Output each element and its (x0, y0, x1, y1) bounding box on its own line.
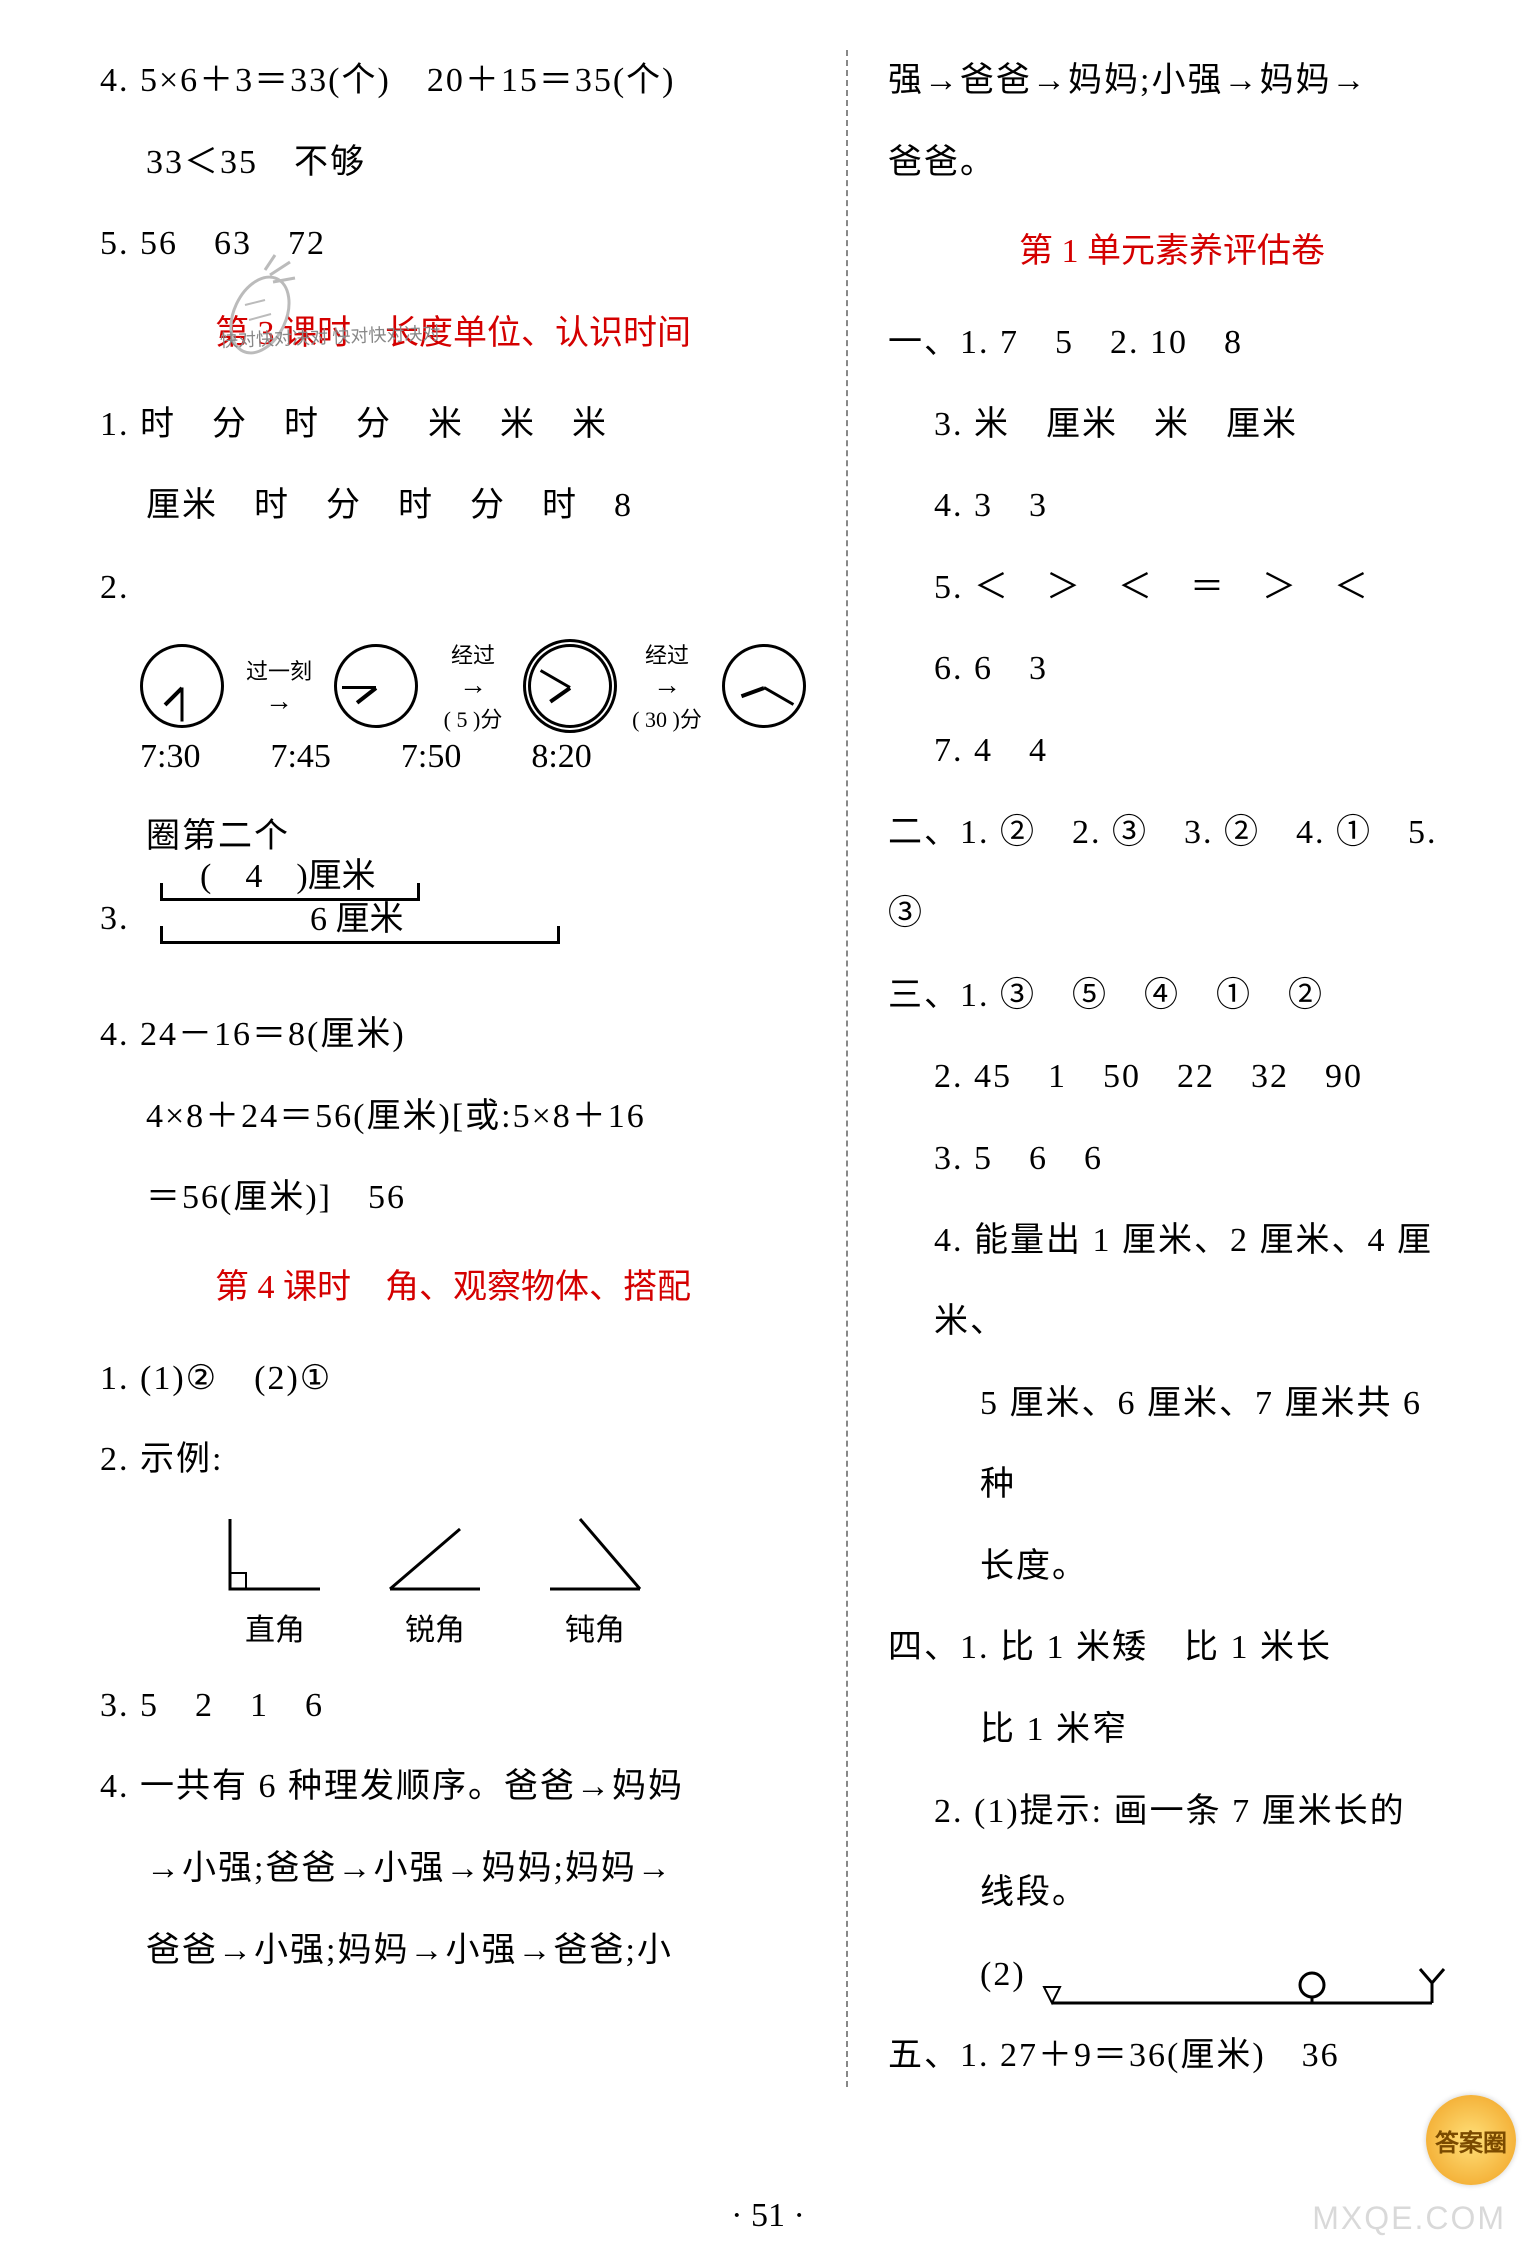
text-line: 3. 米 厘米 米 厘米 (888, 384, 1456, 466)
angle-diagrams: 直角 锐角 钝角 (100, 1509, 806, 1649)
question-number: 3. (100, 878, 160, 994)
section-title-lesson4: 第 4 课时 角、观察物体、搭配 (100, 1251, 806, 1326)
text-line: (2) (888, 1934, 1032, 2016)
time-labels: 7:30 7:45 7:50 8:20 (100, 738, 806, 776)
clock-diagram: 过一刻→ 经过→( 5 )分 经过→( 30 )分 (100, 628, 806, 738)
obtuse-angle-icon: 钝角 (540, 1509, 650, 1649)
text-line: 33＜35 不够 (100, 122, 806, 204)
text-line: 6. 6 3 (888, 628, 1456, 710)
page-number: · 51 · (0, 2177, 1536, 2255)
text-line: 比 1 米窄 (888, 1689, 1456, 1771)
text-line: 爸爸→小强;妈妈→小强→爸爸;小 (100, 1910, 806, 1992)
text-line: 五、1. 27＋9＝36(厘米) 36 (888, 2015, 1456, 2097)
right-angle-icon: 直角 (220, 1509, 330, 1649)
arrow-label: 经过→( 30 )分 (622, 638, 712, 734)
text-line: 5. ＜ ＞ ＜ ＝ ＞ ＜ (888, 547, 1456, 629)
text-line: 7. 4 4 (888, 710, 1456, 792)
text-line: 1. 时 分 时 分 米 米 米 (100, 384, 806, 466)
text-line: 3. 5 2 1 6 (100, 1665, 806, 1747)
text-line: 长度。 (888, 1526, 1456, 1608)
arrow-label: 经过→( 5 )分 (428, 638, 518, 734)
text-line: 4. 3 3 (888, 465, 1456, 547)
text-line: 1. (1)② (2)① (100, 1338, 806, 1420)
question-number: 2. (100, 547, 140, 629)
clock-icon (140, 644, 224, 728)
text-line: →小强;爸爸→小强→妈妈;妈妈→ (100, 1828, 806, 1910)
site-watermark: MXQE.COM (1312, 2200, 1506, 2237)
left-column: 4. 5×6＋3＝33(个) 20＋15＝35(个) 33＜35 不够 5. 5… (80, 40, 846, 2097)
text-line: 4×8＋24＝56(厘米)[或:5×8＋16 (100, 1076, 806, 1158)
text-line: 5 厘米、6 厘米、7 厘米共 6 种 (888, 1363, 1456, 1526)
text-line: 强→爸爸→妈妈;小强→妈妈→ (888, 40, 1456, 122)
text-line: 4. 一共有 6 种理发顺序。爸爸→妈妈 (100, 1746, 806, 1828)
answer-badge-icon: 答案圈 (1426, 2095, 1516, 2185)
text-line: 4. 能量出 1 厘米、2 厘米、4 厘米、 (888, 1200, 1456, 1363)
ruler-diagram: 6 厘米 (160, 941, 560, 944)
text-line: 爸爸。 (888, 122, 1456, 204)
text-line: 2. (1)提示: 画一条 7 厘米长的 (888, 1771, 1456, 1853)
text-line: 2. 45 1 50 22 32 90 (888, 1036, 1456, 1118)
clock-icon (722, 644, 806, 728)
clock-icon (334, 644, 418, 728)
text-line: 厘米 时 分 时 分 时 8 (100, 465, 806, 547)
section-title-unit1: 第 1 单元素养评估卷 (888, 215, 1456, 290)
text-line: 一、1. 7 5 2. 10 8 (888, 302, 1456, 384)
text-line: 3. 5 6 6 (888, 1118, 1456, 1200)
text-line: 三、1. ③ ⑤ ④ ① ② (888, 955, 1456, 1037)
arrow-label: 过一刻→ (234, 654, 324, 718)
text-line: 四、1. 比 1 米矮 比 1 米长 (888, 1607, 1456, 1689)
acute-angle-icon: 锐角 (380, 1509, 490, 1649)
text-line: 线段。 (888, 1852, 1456, 1934)
text-line: 4. 24－16＝8(厘米) (100, 994, 806, 1076)
text-line: 二、1. ② 2. ③ 3. ② 4. ① 5. ③ (888, 792, 1456, 955)
clock-icon (528, 644, 612, 728)
text-line: 2. 示例: (100, 1419, 806, 1501)
line-segment-diagram (1032, 1949, 1456, 2015)
text-line: ＝56(厘米)] 56 (100, 1157, 806, 1239)
text-line: 4. 5×6＋3＝33(个) 20＋15＝35(个) (100, 40, 806, 122)
section-title-lesson3: 第 3 课时 长度单位、认识时间 (100, 297, 806, 372)
text-line: 5. 56 63 72 (100, 203, 806, 285)
right-column: 强→爸爸→妈妈;小强→妈妈→ 爸爸。 第 1 单元素养评估卷 一、1. 7 5 … (848, 40, 1476, 2097)
